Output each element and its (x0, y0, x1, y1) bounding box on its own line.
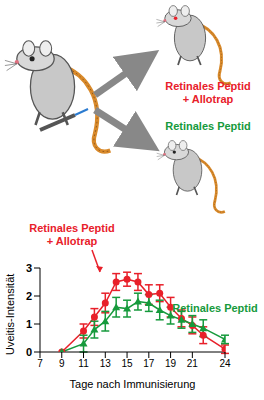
svg-text:Retinales Peptid: Retinales Peptid (165, 120, 251, 132)
svg-text:1: 1 (26, 318, 32, 330)
svg-text:9: 9 (59, 358, 65, 369)
svg-text:Retinales Peptid: Retinales Peptid (172, 302, 256, 314)
svg-text:0: 0 (26, 346, 32, 358)
svg-text:3: 3 (26, 262, 32, 274)
svg-text:24: 24 (219, 358, 231, 369)
svg-text:11: 11 (78, 358, 89, 369)
svg-text:17: 17 (143, 358, 155, 369)
svg-text:+ Allotrap: + Allotrap (183, 93, 234, 105)
svg-text:Tage nach Immunisierung: Tage nach Immunisierung (70, 378, 196, 390)
svg-text:Retinales Peptid: Retinales Peptid (165, 80, 251, 92)
svg-text:15: 15 (121, 358, 133, 369)
svg-text:Uveitis-Intensität: Uveitis-Intensität (8, 274, 16, 355)
svg-text:+ Allotrap: + Allotrap (47, 235, 98, 247)
svg-text:21: 21 (187, 358, 199, 369)
svg-text:Retinales Peptid: Retinales Peptid (29, 222, 115, 234)
svg-text:13: 13 (100, 358, 112, 369)
svg-text:19: 19 (165, 358, 177, 369)
svg-text:2: 2 (26, 290, 32, 302)
svg-text:7: 7 (37, 358, 43, 369)
